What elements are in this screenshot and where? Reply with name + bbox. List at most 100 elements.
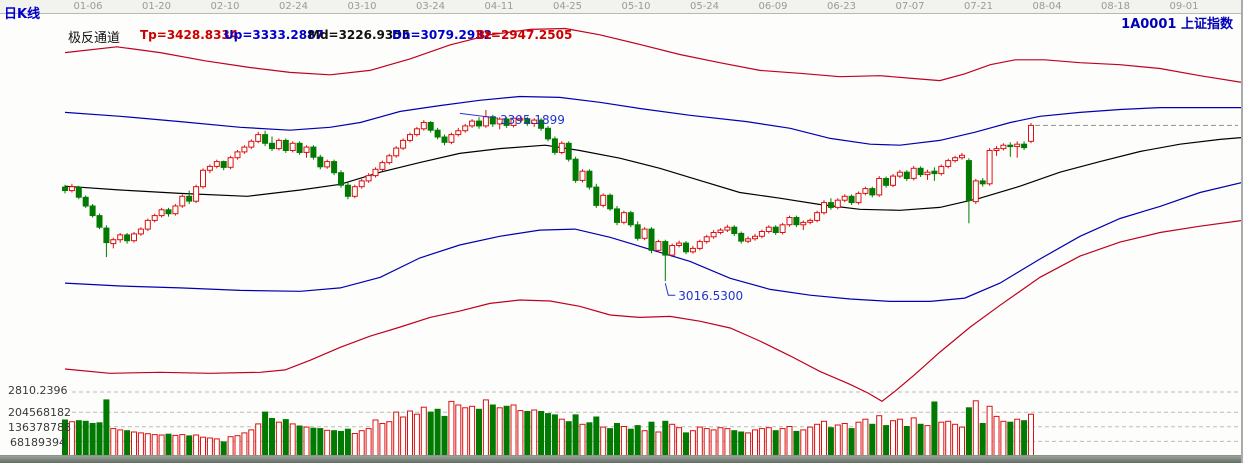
volume-bar <box>303 426 310 457</box>
x-axis-label: 08-18 <box>1100 1 1131 12</box>
volume-bar <box>310 427 317 457</box>
indicator-param-up: Up=3333.2887 <box>224 28 324 42</box>
candle-body <box>117 234 124 241</box>
candle-body <box>731 226 738 234</box>
candle-body <box>186 195 193 202</box>
symbol-title[interactable]: 1A0001 上证指数 <box>1121 13 1233 32</box>
volume-bar <box>807 426 814 457</box>
candle-body <box>772 226 779 233</box>
volume-bar <box>324 429 331 456</box>
volume-bar <box>344 428 351 457</box>
candle-body <box>938 165 945 175</box>
volume-bar <box>579 423 586 456</box>
candle-body <box>627 212 634 226</box>
kline-mode-label[interactable]: 日K线 <box>4 7 41 22</box>
candle-body <box>407 134 413 141</box>
volume-bar <box>731 430 738 457</box>
volume-bar <box>248 429 255 456</box>
candle-body <box>220 161 227 168</box>
candle-body <box>862 188 869 194</box>
volume-bar <box>289 423 296 456</box>
volume-bar <box>462 407 469 456</box>
candle-body <box>124 234 131 242</box>
volume-bar <box>372 419 379 456</box>
volume-bar <box>586 422 593 456</box>
candle-body <box>462 125 469 132</box>
candle-body <box>848 195 855 204</box>
volume-bar <box>972 400 979 456</box>
candle-body <box>807 219 814 223</box>
candle-body <box>476 120 482 127</box>
candle-body <box>413 128 420 136</box>
candle-body <box>965 160 972 202</box>
candle-body <box>717 229 724 234</box>
x-axis-label: 06-09 <box>758 1 788 12</box>
volume-bar <box>151 434 158 457</box>
channel-line-tp <box>64 27 1241 83</box>
indicator-param-tp: Tp=3428.8334 <box>140 28 239 42</box>
candle-body <box>317 156 324 168</box>
candle-body <box>524 118 531 124</box>
volume-bar <box>365 428 372 457</box>
volume-bar <box>538 411 545 456</box>
candle-body <box>234 151 241 159</box>
volume-bar <box>393 411 400 457</box>
candle-body <box>655 241 662 251</box>
volume-bar <box>358 430 365 457</box>
volume-bar <box>496 407 503 456</box>
volume-bar <box>386 421 393 457</box>
volume-bar <box>883 425 890 457</box>
candle-body <box>786 217 793 226</box>
volume-bar <box>772 430 779 457</box>
candle-body <box>427 122 434 131</box>
volume-bar <box>745 432 752 456</box>
candle-body <box>890 175 896 186</box>
channel-line-dn <box>64 182 1241 302</box>
volume-bar <box>986 405 993 456</box>
x-axis-label: 05-10 <box>621 1 651 12</box>
candle-body <box>793 217 800 226</box>
candle-body <box>745 238 752 242</box>
volume-bar <box>1028 413 1034 457</box>
volume-bar <box>131 431 137 456</box>
volume-bar <box>413 413 420 457</box>
candle-body <box>241 146 248 153</box>
volume-bar <box>793 430 800 456</box>
volume-bar <box>137 432 144 456</box>
volume-bar <box>786 426 793 456</box>
volume-bar <box>979 423 986 456</box>
volume-bar <box>351 433 358 456</box>
candle-body <box>517 118 524 121</box>
candle-body <box>455 130 462 136</box>
x-axis-label: 05-24 <box>689 1 720 12</box>
candle-body <box>158 209 165 217</box>
volume-bar <box>758 428 765 457</box>
volume-bar <box>82 420 89 456</box>
candle-body <box>545 127 551 140</box>
candle-body <box>538 119 545 129</box>
x-axis-label: 04-11 <box>484 1 514 12</box>
date-axis: 01-06 01-20 02-10 02-24 03-10 03-24 04-11 04-25… <box>0 0 1241 14</box>
indicator-header: 极反通道 Tp=3428.8334 Up=3333.2887 Md=3226.9… <box>0 13 1241 46</box>
candle-body <box>482 116 489 127</box>
indicator-param-bt: Bt=2947.2505 <box>476 28 573 42</box>
candle-body <box>331 161 338 174</box>
volume-bar <box>689 430 696 457</box>
x-axis-label: 08-04 <box>1032 1 1062 12</box>
candle-body <box>662 241 669 256</box>
candle-body <box>572 158 579 181</box>
candle-body <box>68 186 75 192</box>
candle-body <box>669 245 676 256</box>
candle-body <box>296 142 303 154</box>
volume-bar <box>234 435 241 457</box>
volume-bar <box>407 410 413 456</box>
candle-body <box>821 202 827 214</box>
volume-bar <box>476 408 482 456</box>
volume-bar <box>938 421 945 457</box>
candle-body <box>903 171 910 179</box>
volume-bar <box>338 430 344 456</box>
candle-body <box>344 184 351 197</box>
volume-bar <box>186 435 193 456</box>
